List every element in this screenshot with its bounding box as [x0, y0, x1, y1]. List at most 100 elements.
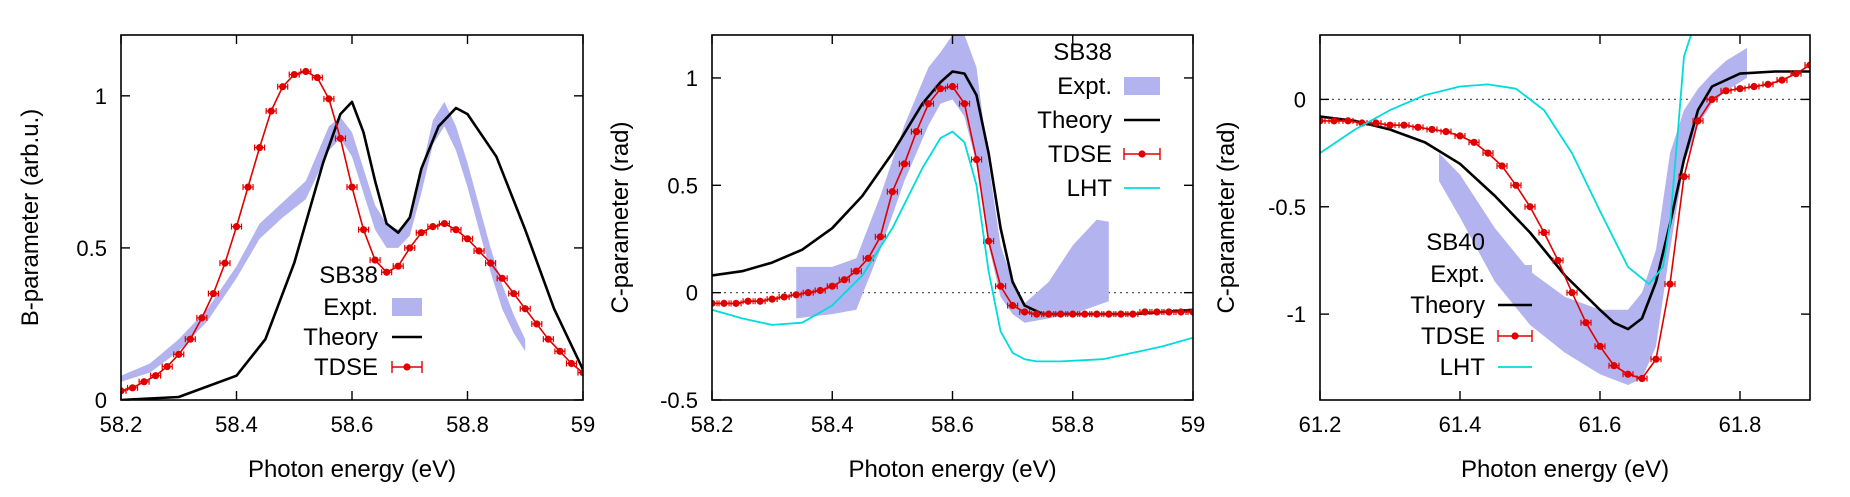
- tdse-point: [1009, 301, 1017, 310]
- tdse-point: [1722, 87, 1730, 95]
- tdse-point: [912, 128, 921, 136]
- tdse-point: [1330, 117, 1338, 125]
- tdse-point: [1470, 138, 1478, 146]
- legend-entry-label: TDSE: [314, 354, 378, 381]
- x-axis-title: Photon energy (eV): [248, 456, 456, 483]
- tdse-point: [1554, 256, 1562, 265]
- tdse-point: [1081, 310, 1089, 318]
- tdse-point: [579, 369, 583, 377]
- legend-title: SB40: [1426, 229, 1485, 256]
- x-axis-title: Photon energy (eV): [848, 456, 1056, 483]
- tdse-point: [1526, 203, 1534, 211]
- tdse-point: [232, 223, 241, 231]
- tdse-point: [1750, 82, 1758, 91]
- legend-entry-label: LHT: [1440, 354, 1486, 381]
- y-tick-label: 0: [686, 281, 698, 306]
- tdse-point: [1045, 310, 1053, 318]
- tdse-point: [1400, 121, 1408, 129]
- panel-c-sb40: 61.2 61.4 61.6 61.8 -1 -0.5 0 Photon energy (eV…: [1213, 34, 1811, 483]
- tdse-point: [121, 387, 125, 395]
- y-axis-title: B-parameter (arb.u.): [17, 109, 44, 326]
- tdse-point: [244, 183, 252, 191]
- tdse-point: [256, 143, 264, 152]
- y-tick-label: -0.5: [1268, 195, 1306, 220]
- tdse-point: [452, 226, 460, 234]
- tdse-point: [876, 233, 884, 241]
- tdse-point: [1165, 308, 1173, 316]
- tdse-point: [440, 219, 448, 228]
- tdse-point: [1708, 95, 1716, 104]
- tdse-point: [198, 314, 206, 322]
- x-tick-label: 58.2: [691, 412, 734, 437]
- tdse-point: [1652, 355, 1660, 363]
- tdse-point: [533, 320, 541, 328]
- tdse-point: [1093, 310, 1101, 318]
- tdse-point: [792, 291, 800, 299]
- tdse-point: [1694, 117, 1702, 125]
- tdse-point: [960, 100, 969, 108]
- tdse-point: [325, 95, 333, 103]
- plot-area: [712, 35, 1193, 363]
- tdse-point: [936, 85, 945, 93]
- tdse-point: [1666, 280, 1674, 288]
- x-tick-label: 58.8: [1051, 412, 1094, 437]
- tdse-point: [1428, 125, 1436, 134]
- y-tick-label: 0.5: [667, 173, 698, 198]
- tdse-point: [1638, 374, 1646, 383]
- tdse-point: [804, 289, 812, 297]
- tdse-point: [429, 223, 437, 231]
- tdse-point: [302, 67, 310, 76]
- x-axis-title: Photon energy (eV): [1461, 456, 1669, 483]
- tdse-point: [732, 299, 740, 307]
- series-theory-line: [1320, 70, 1810, 331]
- legend-entry-label: TDSE: [1421, 323, 1485, 350]
- tdse-point: [852, 267, 860, 275]
- legend-entry-label: Theory: [1037, 107, 1112, 134]
- tdse-point: [498, 274, 506, 282]
- x-tick-label: 61.4: [1439, 412, 1482, 437]
- tdse-point: [997, 282, 1005, 290]
- series-theory-line: [121, 100, 583, 400]
- x-tick-label: 61.6: [1579, 412, 1622, 437]
- tdse-point: [984, 237, 993, 245]
- tdse-point: [279, 83, 287, 91]
- tdse-point: [487, 259, 495, 267]
- legend-swatch-tdse-point: [403, 363, 411, 371]
- panel-c-sb38: 58.2 58.4 58.6 58.8 59 -0.5 0 0.5 1 Photon energy…: [607, 34, 1205, 483]
- tdse-point: [359, 226, 368, 234]
- plot-area: [121, 67, 583, 400]
- tdse-point: [1764, 80, 1772, 88]
- tdse-point: [209, 289, 217, 298]
- legend-swatch-expt: [392, 298, 422, 316]
- tdse-point: [864, 254, 872, 262]
- tdse-point: [556, 347, 564, 355]
- tdse-point: [1456, 132, 1464, 140]
- y-tick-label: 0: [95, 388, 107, 413]
- x-tick-label: 58.6: [931, 412, 974, 437]
- tdse-point: [1680, 173, 1688, 181]
- tdse-point: [1153, 308, 1161, 316]
- legend-entry-label: Theory: [303, 324, 378, 351]
- tdse-point: [1057, 310, 1065, 318]
- legend-title: SB38: [1053, 39, 1112, 66]
- tdse-point: [744, 297, 752, 305]
- tdse-point: [768, 295, 776, 303]
- legend-entry-label: Expt.: [323, 294, 378, 321]
- tdse-point: [521, 305, 529, 313]
- legend-swatch-tdse-point: [1138, 150, 1146, 158]
- tdse-point: [1596, 342, 1604, 350]
- series-lht-line: [712, 130, 1193, 363]
- tdse-point: [1320, 117, 1324, 125]
- tdse-point: [780, 293, 788, 301]
- legend-entry-label: Theory: [1410, 292, 1485, 319]
- tdse-point: [1069, 310, 1077, 318]
- plot-frame: [1319, 34, 1811, 401]
- tdse-point: [816, 286, 824, 295]
- y-tick-label: -1: [1286, 302, 1306, 327]
- tdse-point: [1568, 289, 1576, 297]
- tdse-point: [756, 297, 764, 305]
- tdse-point: [712, 299, 716, 307]
- tdse-point: [1189, 308, 1193, 316]
- tdse-point: [840, 276, 848, 284]
- tdse-point: [313, 73, 321, 82]
